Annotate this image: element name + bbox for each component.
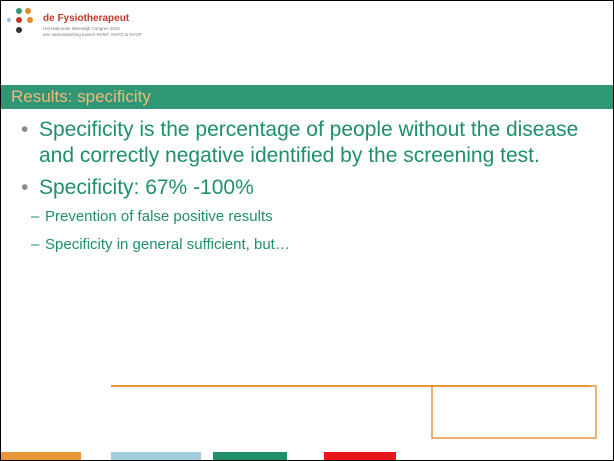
slide-title: Results: specificity bbox=[11, 87, 151, 106]
sub-bullet: Prevention of false positive results bbox=[15, 207, 595, 227]
logo-dot bbox=[16, 27, 22, 33]
footer-block bbox=[111, 452, 201, 460]
logo-line: Het Nationale Sleeswijk Congres 2016 bbox=[43, 26, 120, 31]
footer-block bbox=[213, 452, 287, 460]
logo-line: een samenwerking tussen NVMT, NVFG & NVO… bbox=[43, 32, 142, 37]
bullet: Specificity is the percentage of people … bbox=[15, 117, 595, 169]
logo-dot bbox=[27, 17, 33, 23]
logo-dot bbox=[16, 17, 22, 23]
title-bar bbox=[1, 85, 613, 109]
logo-dot bbox=[16, 8, 22, 14]
sub-bullet: Specificity in general sufficient, but… bbox=[15, 235, 595, 255]
bullet: Specificity: 67% -100% bbox=[15, 175, 595, 201]
bullet-list: Specificity is the percentage of people … bbox=[15, 117, 595, 263]
logo-name: de Fysiotherapeut bbox=[43, 13, 130, 24]
footer-block bbox=[1, 452, 81, 460]
logo-dot bbox=[25, 8, 31, 14]
logo-dot bbox=[7, 18, 11, 22]
footer-block bbox=[324, 452, 396, 460]
accent-box bbox=[431, 385, 597, 439]
